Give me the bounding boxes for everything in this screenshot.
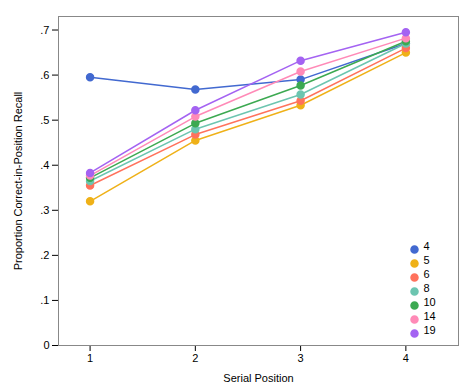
svg-text:6: 6 (424, 268, 430, 280)
svg-text:.3: .3 (40, 204, 49, 216)
svg-text:5: 5 (424, 254, 430, 266)
svg-text:19: 19 (424, 324, 436, 336)
svg-text:10: 10 (424, 296, 436, 308)
svg-text:.5: .5 (40, 114, 49, 126)
svg-text:.4: .4 (40, 159, 49, 171)
svg-text:1: 1 (87, 352, 93, 364)
svg-text:4: 4 (403, 352, 409, 364)
svg-text:.6: .6 (40, 69, 49, 81)
svg-text:Proportion Correct-in-Position: Proportion Correct-in-Position Recall (12, 92, 24, 271)
svg-text:8: 8 (424, 282, 430, 294)
svg-text:3: 3 (298, 352, 304, 364)
svg-text:.7: .7 (40, 24, 49, 36)
svg-text:.2: .2 (40, 249, 49, 261)
svg-text:0: 0 (43, 339, 49, 351)
svg-text:2: 2 (192, 352, 198, 364)
svg-text:4: 4 (424, 240, 430, 252)
svg-text:.1: .1 (40, 294, 49, 306)
svg-text:Serial Position: Serial Position (223, 372, 293, 384)
svg-text:14: 14 (424, 310, 436, 322)
